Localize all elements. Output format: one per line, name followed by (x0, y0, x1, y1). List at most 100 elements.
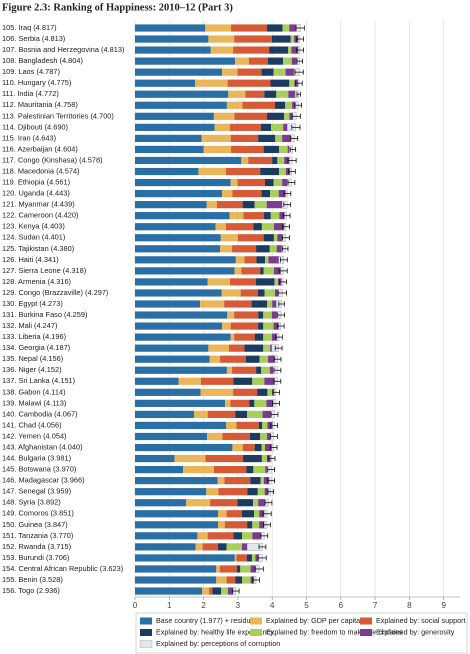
bar-segment (264, 289, 275, 297)
bar-segment (252, 377, 265, 385)
row-label: 107. Bosnia and Herzegovina (4.813) (2, 45, 124, 54)
bar-segment (219, 565, 237, 573)
bar-segment (234, 267, 242, 275)
bar-segment (230, 333, 235, 341)
bar-segment (242, 543, 248, 551)
bar-segment (272, 300, 277, 308)
bar-segment (230, 322, 259, 330)
bar-segment (249, 399, 255, 407)
bar-segment (195, 543, 203, 551)
row-label: 148. Syria (3.892) (2, 498, 61, 507)
bar-segment (289, 112, 293, 120)
bar-segment (275, 134, 283, 142)
bar-segment (263, 344, 271, 352)
bar-segment (259, 521, 265, 529)
bar-segment (208, 344, 229, 352)
row-label: 153. Burundi (3.706) (2, 553, 69, 562)
bar-segment (279, 145, 288, 154)
bar-segment (231, 24, 268, 32)
bar-segment (256, 245, 270, 253)
error-bar (270, 433, 278, 439)
error-bar (260, 533, 269, 539)
bar-segment (267, 112, 285, 120)
bar-segment (250, 477, 261, 485)
bar-segment (264, 178, 274, 187)
row-label: 139. Malawi (4.113) (2, 398, 66, 407)
bar-segment (291, 46, 299, 54)
bar-segment (271, 123, 284, 131)
bar-segment (273, 68, 286, 76)
row-label: 143. Afghanistan (4.040) (2, 442, 83, 451)
error-bar (287, 157, 297, 163)
bar-segment (135, 454, 175, 463)
bar-segment (242, 101, 275, 109)
bar-segment (263, 333, 272, 341)
bar-segment (259, 510, 265, 518)
bar-segment (285, 101, 293, 109)
bar-segment (267, 300, 273, 308)
row-label: 122. Cameroon (4.420) (2, 211, 78, 220)
bar-segment (254, 510, 260, 518)
bar-segment (257, 289, 265, 297)
bar-segment (135, 443, 233, 452)
bar-segment (135, 134, 202, 142)
row-label: 152. Rwanda (3.715) (2, 542, 71, 551)
row-label: 121. Myanmar (4.439) (2, 200, 75, 209)
row-label: 115. Iran (4.643) (2, 133, 56, 142)
row-label: 138. Gabon (4.114) (2, 387, 66, 396)
error-bar (258, 544, 267, 550)
bar-segment (135, 322, 223, 330)
bar-segment (198, 167, 226, 176)
bar-segment (186, 499, 211, 507)
bar-segment (265, 466, 268, 474)
bar-segment (202, 543, 219, 551)
bar-segment (287, 145, 290, 154)
legend-label: Explained by: social support (376, 616, 466, 625)
bar-segment (200, 300, 225, 308)
error-bar (282, 246, 289, 252)
row-label: 137. Sri Lanka (4.151) (2, 376, 75, 385)
bar-segment (263, 234, 274, 242)
bar-segment (210, 46, 234, 54)
error-bar (294, 80, 303, 86)
bar-segment (260, 432, 268, 441)
bar-segment (257, 488, 265, 496)
row-label: 133. Liberia (4.196) (2, 332, 66, 341)
row-label: 134. Georgia (4.187) (2, 343, 70, 352)
error-bar (283, 191, 292, 197)
error-bar (277, 290, 287, 296)
bar-segment (264, 90, 277, 98)
bar-segment (270, 344, 272, 352)
bar-segment (207, 278, 231, 286)
bar-segment (236, 554, 247, 562)
bar-segment (218, 510, 227, 518)
legend-label: Explained by: freedom to make life choic… (266, 627, 403, 636)
bar-segment (271, 311, 278, 319)
bar-segment (263, 322, 274, 330)
row-label: 130. Egypt (4.273) (2, 299, 63, 308)
error-bar (273, 367, 282, 373)
error-bar (282, 224, 290, 230)
bar-segment (207, 432, 223, 441)
row-label: 128. Armenia (4.316) (2, 277, 71, 286)
error-bar (280, 257, 288, 263)
bar-segment (135, 101, 227, 109)
bar-segment (135, 333, 231, 341)
bar-segment (218, 488, 248, 496)
bar-segment (235, 410, 248, 418)
bar-segment (135, 532, 198, 540)
bar-segment (263, 145, 280, 154)
bar-segment (135, 267, 235, 275)
error-bar (275, 334, 283, 340)
bar-segment (263, 477, 270, 485)
bar-segment (273, 322, 279, 330)
row-label: 129. Congo (Brazzaville) (4.297) (2, 288, 108, 297)
bar-segment (209, 587, 213, 595)
x-tick-label: 5 (304, 601, 309, 610)
bar-segment (258, 421, 263, 430)
row-label: 106. Serbia (4.813) (2, 34, 65, 43)
bar-segment (284, 156, 290, 165)
bar-segment (135, 123, 215, 131)
x-tick-label: 7 (373, 601, 378, 610)
error-bar (264, 500, 273, 506)
